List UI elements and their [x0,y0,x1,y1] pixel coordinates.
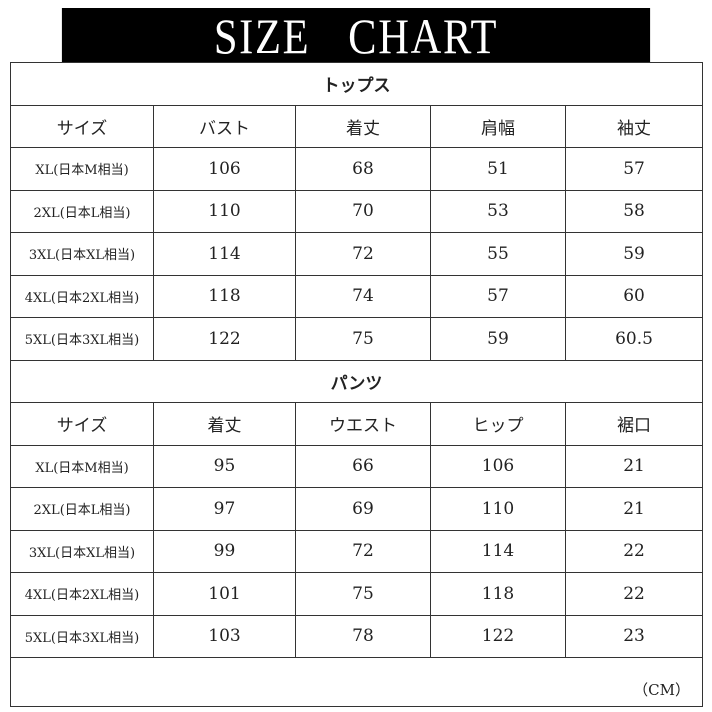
value-cell: 70 [295,189,431,233]
column-header: ヒップ [430,402,566,446]
size-cell: 3XL(日本XL相当) [10,232,154,276]
column-header: サイズ [10,104,154,148]
unit-row: （CM） [9,657,704,707]
value-cell: 21 [564,444,704,488]
value-cell: 22 [564,529,704,573]
value-cell: 75 [295,317,431,361]
value-cell: 55 [430,232,566,276]
pants-section-title: パンツ [9,359,704,403]
value-cell: 122 [153,317,296,361]
value-cell: 101 [153,572,296,616]
value-cell: 118 [430,572,566,616]
value-cell: 99 [153,529,296,573]
table-row: 2XL(日本L相当) 110 70 53 58 [10,189,704,233]
column-header: ウエスト [295,402,431,446]
table-row: XL(日本M相当) 106 68 51 57 [10,147,704,191]
value-cell: 60.5 [564,317,704,361]
value-cell: 118 [153,274,296,318]
size-cell: 2XL(日本L相当) [10,487,154,531]
value-cell: 122 [430,614,566,658]
size-cell: 5XL(日本3XL相当) [10,317,154,361]
table-row: XL(日本M相当) 95 66 106 21 [10,444,704,488]
column-header: 袖丈 [564,104,704,148]
size-table: トップス サイズ バスト 着丈 肩幅 袖丈 XL(日本M相当) 106 68 51 57 2XL(日本… [9,62,704,707]
pants-section-row: パンツ [9,359,704,403]
table-row: 5XL(日本3XL相当) 122 75 59 60.5 [10,317,704,361]
size-cell: 4XL(日本2XL相当) [10,274,154,318]
tops-section-row: トップス [9,62,704,106]
value-cell: 68 [295,147,431,191]
size-cell: 2XL(日本L相当) [10,189,154,233]
value-cell: 72 [295,232,431,276]
value-cell: 23 [564,614,704,658]
value-cell: 59 [564,232,704,276]
tops-header-row: サイズ バスト 着丈 肩幅 袖丈 [10,104,704,148]
column-header: 肩幅 [430,104,566,148]
column-header: 裾口 [564,402,704,446]
pants-header-row: サイズ 着丈 ウエスト ヒップ 裾口 [10,402,704,446]
value-cell: 58 [564,189,704,233]
column-header: バスト [153,104,296,148]
value-cell: 57 [564,147,704,191]
column-header: 着丈 [295,104,431,148]
value-cell: 103 [153,614,296,658]
table-row: 4XL(日本2XL相当) 101 75 118 22 [10,572,704,616]
value-cell: 114 [153,232,296,276]
unit-label: （CM） [9,657,704,707]
table-row: 4XL(日本2XL相当) 118 74 57 60 [10,274,704,318]
value-cell: 66 [295,444,431,488]
value-cell: 74 [295,274,431,318]
table-row: 3XL(日本XL相当) 114 72 55 59 [10,232,704,276]
value-cell: 57 [430,274,566,318]
value-cell: 106 [153,147,296,191]
column-header: サイズ [10,402,154,446]
column-header: 着丈 [153,402,296,446]
value-cell: 51 [430,147,566,191]
table-row: 3XL(日本XL相当) 99 72 114 22 [10,529,704,573]
value-cell: 59 [430,317,566,361]
value-cell: 22 [564,572,704,616]
value-cell: 60 [564,274,704,318]
size-chart-title: SIZE CHART [61,8,651,64]
size-cell: 5XL(日本3XL相当) [10,614,154,658]
value-cell: 21 [564,487,704,531]
table-row: 5XL(日本3XL相当) 103 78 122 23 [10,614,704,658]
tops-section-title: トップス [9,62,704,106]
value-cell: 72 [295,529,431,573]
value-cell: 95 [153,444,296,488]
value-cell: 53 [430,189,566,233]
size-cell: 3XL(日本XL相当) [10,529,154,573]
size-cell: XL(日本M相当) [10,147,154,191]
value-cell: 114 [430,529,566,573]
size-cell: XL(日本M相当) [10,444,154,488]
table-row: 2XL(日本L相当) 97 69 110 21 [10,487,704,531]
size-cell: 4XL(日本2XL相当) [10,572,154,616]
value-cell: 78 [295,614,431,658]
value-cell: 110 [153,189,296,233]
value-cell: 97 [153,487,296,531]
value-cell: 69 [295,487,431,531]
value-cell: 75 [295,572,431,616]
value-cell: 110 [430,487,566,531]
value-cell: 106 [430,444,566,488]
